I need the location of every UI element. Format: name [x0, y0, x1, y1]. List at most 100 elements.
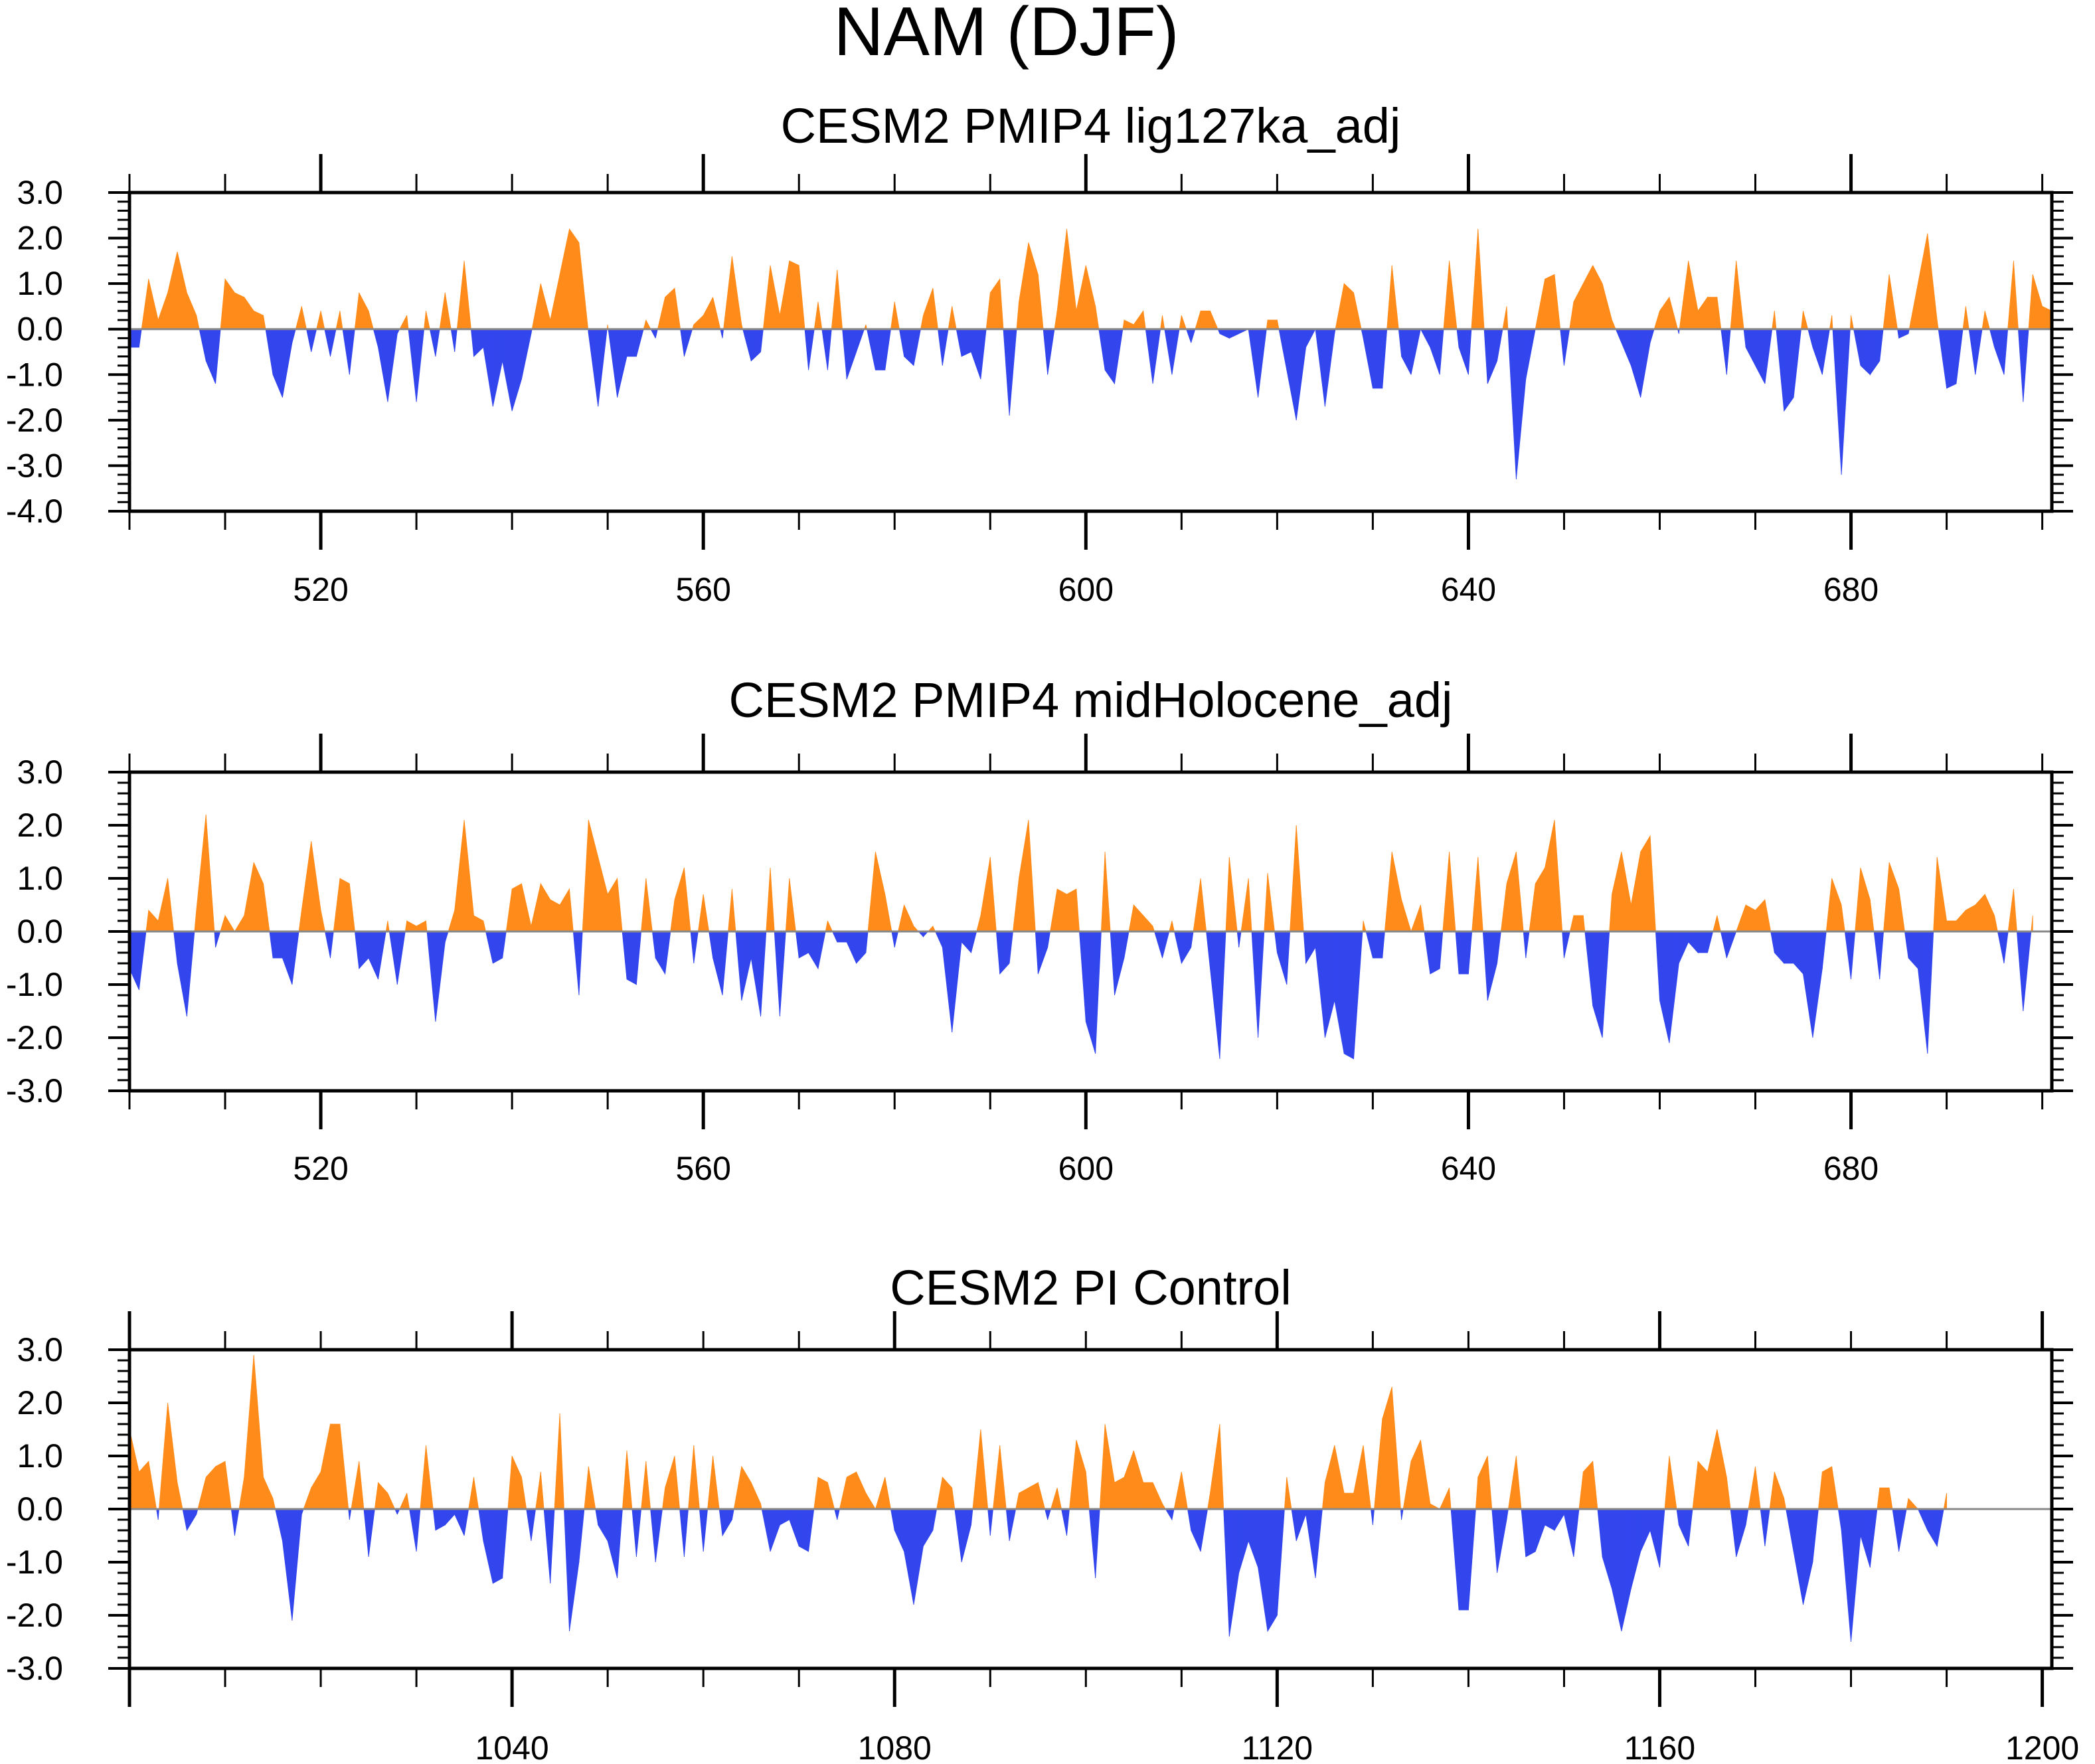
area-segment-negative	[1238, 1508, 1249, 1573]
area-segment-negative	[1720, 931, 1727, 959]
area-segment-positive	[813, 301, 819, 330]
area-segment-positive	[1386, 265, 1392, 330]
area-segment-negative	[980, 329, 987, 380]
area-segment-positive	[2028, 274, 2033, 330]
area-segment-negative	[665, 931, 671, 975]
area-segment-negative	[1573, 1508, 1580, 1558]
area-segment-positive	[1664, 1455, 1670, 1510]
area-segment-negative	[265, 329, 274, 375]
area-segment-positive	[798, 265, 805, 330]
area-segment-positive	[923, 287, 934, 330]
area-segment-positive	[359, 1461, 365, 1510]
area-segment-negative	[1219, 329, 1230, 339]
area-segment-positive	[707, 1455, 713, 1510]
area-segment-negative	[913, 1508, 924, 1605]
area-segment-negative	[1223, 1508, 1230, 1637]
area-segment-negative	[1812, 1508, 1819, 1563]
area-segment-positive	[989, 278, 1001, 330]
area-segment-positive	[1829, 315, 1833, 330]
area-segment-positive	[399, 1492, 408, 1510]
area-segment-negative	[1458, 329, 1469, 375]
area-segment-negative	[1114, 329, 1124, 384]
area-segment-positive	[1573, 283, 1584, 330]
area-segment-negative	[1743, 329, 1746, 348]
area-segment-positive	[1037, 1482, 1046, 1510]
area-segment-negative	[636, 931, 642, 985]
area-segment-positive	[399, 315, 408, 330]
area-segment-positive	[148, 279, 159, 330]
area-segment-positive	[444, 292, 452, 330]
area-segment-positive	[688, 1445, 695, 1510]
area-segment-negative	[617, 1508, 623, 1579]
area-segment-positive	[1477, 1455, 1488, 1510]
area-segment-positive	[426, 920, 428, 932]
area-segment-negative	[720, 329, 723, 339]
area-segment-negative	[1770, 931, 1775, 953]
area-segment-positive	[770, 867, 775, 932]
area-segment-positive	[1965, 306, 1969, 330]
area-segment-positive	[766, 867, 771, 932]
area-segment-positive	[1133, 904, 1144, 932]
area-segment-negative	[1726, 931, 1737, 959]
area-segment-negative	[432, 1508, 436, 1531]
area-segment-positive	[1936, 856, 1948, 932]
area-segment-positive	[1927, 233, 1938, 330]
area-segment-positive	[1612, 319, 1616, 330]
area-segment-negative	[275, 1508, 283, 1542]
area-segment-negative	[1085, 931, 1096, 1054]
area-segment-negative	[1219, 931, 1226, 1060]
area-segment-negative	[1043, 329, 1048, 375]
area-segment-positive	[1099, 1423, 1106, 1510]
area-segment-negative	[1615, 329, 1622, 343]
area-segment-negative	[626, 931, 637, 985]
area-segment-positive	[1019, 819, 1029, 932]
area-segment-positive	[569, 888, 574, 932]
area-segment-negative	[1844, 931, 1851, 980]
area-segment-positive	[177, 1482, 183, 1510]
area-segment-negative	[1251, 931, 1258, 1038]
area-segment-negative	[463, 1508, 469, 1536]
area-segment-negative	[1832, 329, 1842, 475]
area-segment-negative	[842, 329, 847, 380]
area-segment-negative	[426, 931, 436, 1022]
area-segment-positive	[234, 914, 245, 932]
y-tick-label: 3.0	[17, 174, 63, 211]
y-tick-label: -3.0	[6, 1650, 63, 1687]
area-segment-negative	[325, 931, 331, 959]
area-segment-negative	[846, 931, 857, 964]
area-segment-negative	[1697, 931, 1708, 953]
area-segment-negative	[1334, 931, 1345, 1054]
x-tick-label: 680	[1823, 1150, 1879, 1187]
area-segment-positive	[1374, 1418, 1383, 1510]
area-segment-positive	[263, 883, 270, 932]
area-segment-positive	[194, 910, 197, 932]
area-segment-positive	[1095, 306, 1100, 330]
area-segment-positive	[588, 819, 599, 932]
area-segment-positive	[1056, 888, 1067, 932]
area-segment-positive	[205, 1465, 216, 1510]
area-segment-negative	[1114, 931, 1125, 996]
area-segment-negative	[1456, 329, 1460, 348]
area-segment-positive	[825, 920, 828, 932]
area-segment-positive	[406, 315, 409, 330]
area-segment-negative	[1525, 931, 1530, 959]
area-segment-positive	[1210, 1423, 1220, 1510]
area-segment-positive	[368, 311, 374, 330]
area-segment-positive	[1037, 274, 1044, 330]
area-segment-negative	[1152, 329, 1161, 384]
area-segment-positive	[1803, 311, 1809, 330]
area-segment-negative	[709, 931, 713, 959]
area-segment-positive	[177, 252, 187, 330]
area-segment-positive	[607, 877, 618, 932]
area-segment-positive	[1784, 1498, 1787, 1510]
area-segment-positive	[569, 228, 580, 330]
area-segment-positive	[1717, 915, 1721, 932]
area-segment-positive	[1050, 888, 1058, 932]
area-segment-positive	[1343, 283, 1354, 330]
area-segment-positive	[1821, 1466, 1833, 1510]
area-segment-negative	[952, 931, 962, 1033]
area-segment-positive	[1507, 1455, 1517, 1510]
area-segment-negative	[138, 329, 142, 348]
area-segment-negative	[492, 329, 503, 407]
area-segment-negative	[1079, 931, 1086, 1022]
